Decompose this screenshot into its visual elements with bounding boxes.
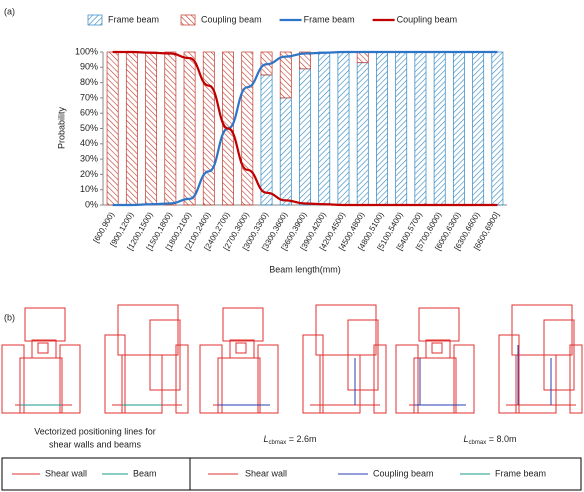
bar-segment — [202, 51, 215, 206]
y-tick-label: 30% — [80, 153, 98, 163]
x-axis-label: Beam length(mm) — [269, 264, 341, 274]
legend-label: Frame beam — [108, 14, 159, 24]
bar-segment — [433, 51, 446, 206]
bar-segment — [183, 51, 196, 206]
chart-a: 0%10%20%30%40%50%60%70%80%90%100%[600,90… — [75, 14, 507, 252]
subscript: cbmax — [469, 440, 487, 446]
legend-label: Coupling beam — [201, 14, 262, 24]
legend-label: Beam — [133, 468, 157, 478]
panel-label: (a) — [4, 6, 15, 16]
y-tick-label: 40% — [80, 138, 98, 148]
caption: shear walls and beams — [49, 439, 142, 449]
bar-segment — [318, 51, 331, 206]
symbol: L — [264, 434, 269, 444]
bar-segment — [414, 51, 427, 206]
bar-segment — [125, 51, 138, 206]
bar-segment — [395, 51, 408, 206]
bar-segment — [337, 51, 350, 206]
y-tick-label: 80% — [80, 77, 98, 87]
bar-segment — [356, 51, 369, 64]
y-axis-label: Probability — [56, 106, 66, 149]
subscript: cbmax — [269, 440, 287, 446]
line — [112, 50, 498, 207]
legend-label: Shear wall — [45, 468, 87, 478]
y-tick-label: 70% — [80, 92, 98, 102]
caption: Vectorized positioning lines for — [34, 426, 156, 436]
legend-swatch — [180, 14, 196, 26]
panel-label: (b) — [4, 312, 15, 322]
bar-segment — [279, 97, 292, 206]
bar-segment — [376, 51, 388, 206]
line — [112, 50, 498, 207]
y-tick-label: 100% — [75, 46, 98, 56]
legend-swatch — [87, 14, 103, 26]
bar-segment — [164, 51, 177, 206]
bar-segment — [145, 51, 158, 206]
coupling-lines — [218, 345, 552, 406]
bar-segment — [491, 51, 504, 206]
y-tick-label: 10% — [80, 184, 98, 194]
bar-segment — [452, 51, 465, 206]
legend-label: Shear wall — [245, 468, 287, 478]
bar-segment — [356, 62, 369, 206]
bar-segment — [299, 51, 311, 70]
bar-segment — [106, 51, 119, 206]
caption: Lcbmax = 2.6m — [264, 434, 317, 445]
caption-text: = 8.0m — [486, 434, 516, 444]
bar-segment — [260, 74, 273, 206]
legend-label: Frame beam — [495, 468, 546, 478]
y-tick-label: 90% — [80, 62, 98, 72]
caption: Lcbmax = 8.0m — [464, 434, 517, 445]
caption-text: = 2.6m — [286, 434, 316, 444]
plan-2-6m — [199, 304, 387, 414]
y-tick-label: 20% — [80, 169, 98, 179]
legend-box — [189, 457, 582, 491]
y-tick-label: 50% — [80, 123, 98, 133]
bar-segment — [472, 51, 485, 206]
legend-label: Coupling beam — [373, 468, 434, 478]
plan-8-0m — [395, 304, 583, 414]
bar-segment — [241, 51, 254, 206]
legend-label: Coupling beam — [397, 14, 458, 24]
y-tick-label: 60% — [80, 108, 98, 118]
plan-vectorized — [1, 304, 189, 414]
bar-segment — [299, 68, 311, 206]
y-tick-label: 0% — [85, 199, 98, 209]
symbol: L — [464, 434, 469, 444]
bar-segment — [279, 51, 292, 99]
legend-label: Frame beam — [304, 14, 355, 24]
